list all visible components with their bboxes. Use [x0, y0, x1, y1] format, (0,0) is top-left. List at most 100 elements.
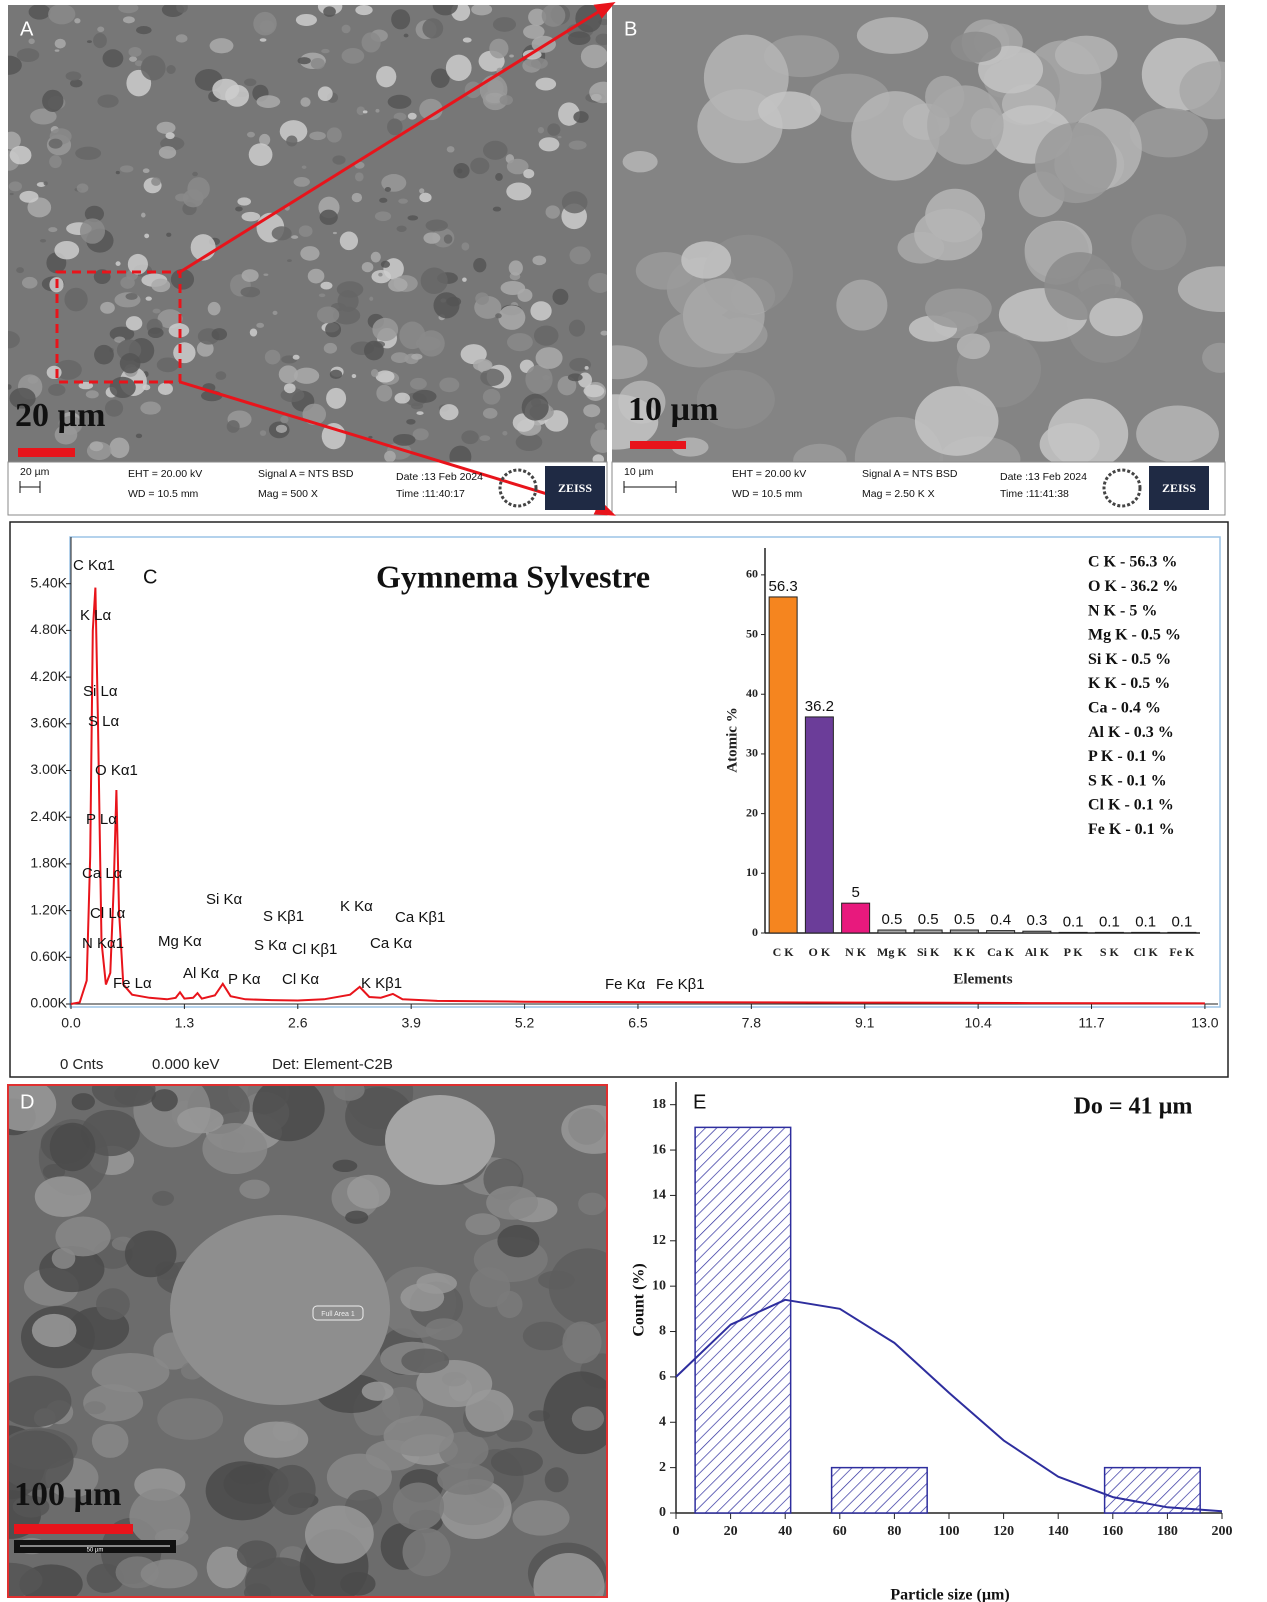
legend-text: K K - 0.5 %: [1088, 675, 1170, 692]
particle: [225, 85, 249, 107]
legend-text: P K - 0.1 %: [1088, 748, 1167, 765]
particle: [210, 38, 234, 53]
particle: [439, 377, 459, 392]
info-text: WD = 10.5 mm: [128, 488, 199, 500]
particle: [244, 1422, 308, 1458]
particle: [425, 1318, 462, 1340]
particle: [342, 48, 365, 64]
particle: [212, 328, 227, 340]
x-tick-label: 9.1: [855, 1015, 875, 1031]
particle: [72, 1093, 95, 1110]
particle: [391, 352, 409, 363]
particle: [116, 171, 120, 174]
x-tick-label: 200: [1212, 1524, 1233, 1539]
particle: [29, 4, 51, 19]
particle: [440, 404, 459, 420]
particle: [465, 1213, 500, 1235]
bar: [987, 931, 1015, 933]
particle: [681, 241, 731, 278]
x-tick-label: 40: [778, 1524, 792, 1539]
peak-label: P Kα: [228, 971, 261, 988]
info-text: Date :13 Feb 2024: [1000, 471, 1087, 483]
particle: [80, 218, 105, 243]
particle: [572, 1406, 604, 1430]
particle: [144, 234, 149, 239]
particle: [393, 1483, 444, 1531]
figure: A20 µm20 µmEHT = 20.00 kVWD = 10.5 mmSig…: [0, 0, 1267, 1602]
particle: [75, 147, 101, 160]
particle: [347, 1175, 390, 1209]
particle: [569, 141, 587, 150]
particle: [125, 293, 137, 300]
particle: [925, 189, 985, 243]
y-tick-label: 10: [746, 865, 758, 879]
value-label: 0.3: [1026, 912, 1047, 929]
particle: [371, 270, 391, 283]
sem-image-d: [0, 1055, 629, 1602]
x-tick-label: 100: [939, 1524, 960, 1539]
particle: [446, 297, 461, 307]
particle: [19, 191, 38, 203]
particle: [16, 267, 24, 273]
x-tick-label: 0.0: [61, 1015, 81, 1031]
particle: [388, 278, 408, 292]
peak-label: Ca Kβ1: [395, 909, 445, 926]
value-label: 5: [851, 884, 859, 901]
particle: [758, 91, 821, 129]
particle: [411, 354, 422, 360]
bar: [1059, 932, 1087, 933]
footer: Det: Element-C2B: [272, 1056, 393, 1073]
particle: [294, 368, 319, 384]
particle: [280, 416, 288, 423]
particle: [319, 293, 325, 297]
scale-bar: [18, 448, 75, 457]
bar: [914, 930, 942, 933]
particle: [97, 94, 118, 107]
particle: [534, 325, 559, 345]
particle: [0, 1376, 71, 1427]
particle: [486, 1186, 538, 1220]
peak-label: K Kβ1: [361, 975, 402, 992]
particle: [125, 1230, 177, 1277]
particle: [568, 1108, 606, 1144]
particle: [177, 1107, 224, 1133]
peak-label: P Lα: [86, 811, 117, 828]
chart-title: Gymnema Sylvestre: [376, 558, 650, 594]
particle: [352, 193, 362, 202]
particle: [151, 279, 170, 292]
particle: [412, 390, 436, 403]
particle: [70, 79, 82, 87]
particle: [495, 313, 502, 318]
value-label: 0.1: [1171, 913, 1192, 930]
particle: [426, 220, 448, 232]
particle: [126, 316, 142, 330]
peak-label: Ca Lα: [82, 865, 123, 882]
particle: [595, 422, 605, 430]
particle: [491, 1448, 543, 1476]
histogram-bar: [832, 1468, 928, 1513]
particle: [446, 55, 472, 81]
bar: [1132, 932, 1160, 933]
particle: [379, 198, 387, 203]
y-tick-label: 3.00K: [30, 761, 67, 777]
particle: [49, 139, 63, 149]
scale-label: 100 µm: [14, 1476, 121, 1513]
particle: [299, 225, 313, 237]
particle: [128, 47, 141, 57]
particle: [192, 172, 198, 176]
x-tick-label: 20: [724, 1524, 738, 1539]
particle: [362, 1382, 394, 1401]
y-tick-label: 6: [659, 1369, 666, 1384]
x-tick-label: 5.2: [515, 1015, 535, 1031]
particle: [90, 441, 104, 451]
particle: [87, 40, 92, 43]
x-tick-label: 13.0: [1191, 1015, 1218, 1031]
particle: [375, 211, 391, 221]
particle: [216, 371, 227, 380]
particle: [32, 1314, 77, 1347]
y-axis-label: Atomic %: [724, 707, 740, 772]
particle: [583, 404, 600, 417]
particle: [470, 158, 489, 174]
peak-label: K Kα: [340, 898, 373, 915]
particle: [10, 193, 14, 195]
